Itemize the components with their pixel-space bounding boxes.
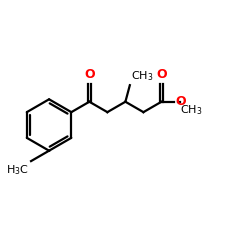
Text: H$_3$C: H$_3$C — [6, 163, 29, 177]
Text: O: O — [175, 95, 186, 108]
Text: CH$_3$: CH$_3$ — [131, 70, 154, 83]
Text: O: O — [156, 68, 167, 81]
Text: O: O — [84, 68, 95, 81]
Text: CH$_3$: CH$_3$ — [180, 104, 203, 118]
